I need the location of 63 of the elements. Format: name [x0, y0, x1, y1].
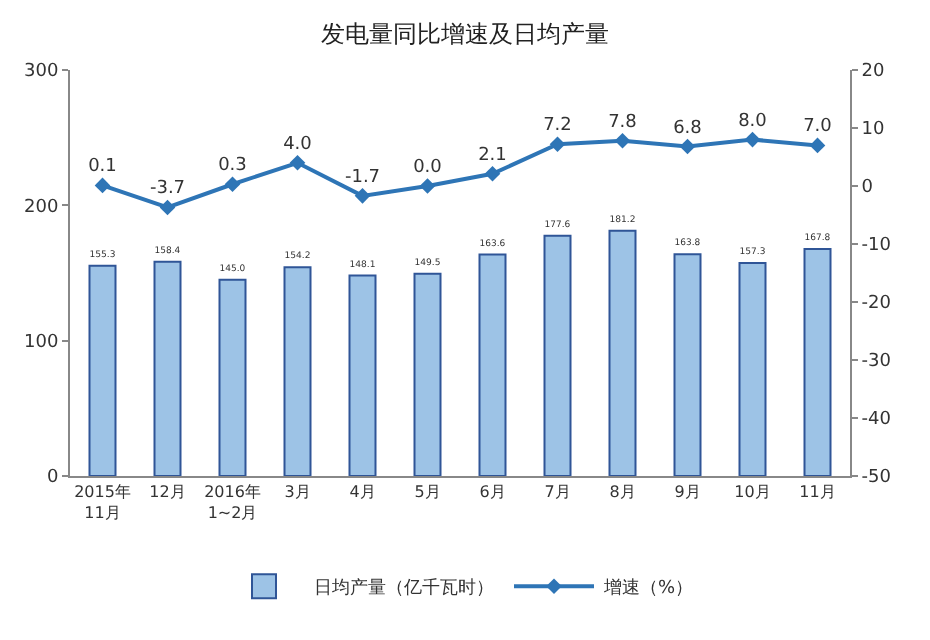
data-label: 6.8 — [673, 118, 703, 139]
y-tick-label: 300 — [24, 62, 59, 83]
data-label: 0.1 — [88, 157, 117, 178]
bar — [218, 278, 247, 476]
x-tick-label: 9月 — [674, 483, 701, 502]
x-tick-label: 2016年 1~2月 — [204, 483, 261, 522]
x-tick-label: 11月 — [799, 483, 836, 502]
bar — [283, 266, 312, 476]
data-label: 8.0 — [738, 111, 768, 132]
x-tick-label: 10月 — [734, 483, 771, 502]
y-tick-label: 100 — [24, 332, 59, 353]
y-tick-label: 0 — [46, 468, 59, 489]
point — [614, 132, 631, 149]
bar — [738, 262, 767, 476]
data-label: 7.0 — [803, 117, 833, 138]
point — [94, 177, 111, 194]
y2-tick-label: -50 — [861, 468, 892, 489]
point — [484, 166, 501, 182]
y2-tick-label: -10 — [861, 236, 892, 257]
point — [354, 188, 371, 204]
point — [744, 131, 761, 148]
point — [679, 138, 696, 155]
y2-tick-label: -20 — [861, 294, 892, 315]
point — [159, 199, 176, 216]
data-label: 7.8 — [608, 112, 638, 133]
data-label: 2.1 — [478, 145, 507, 166]
data-label: 4.0 — [283, 134, 313, 155]
bar — [478, 253, 507, 476]
x-tick-label: 4月 — [349, 483, 376, 502]
data-label: -1.7 — [344, 167, 381, 188]
bar — [608, 229, 637, 476]
bar — [88, 264, 117, 476]
chart-title: 发电量同比增速及日均产量 — [321, 20, 609, 49]
data-label: 0.0 — [413, 158, 443, 178]
bar — [673, 253, 702, 476]
legend-label: 日均产量（亿千瓦时） — [314, 577, 494, 600]
point — [224, 176, 241, 193]
bar — [543, 234, 572, 476]
data-label: -3.7 — [149, 179, 186, 200]
bar — [348, 274, 377, 476]
bar — [413, 272, 442, 476]
x-tick-label: 12月 — [149, 483, 186, 502]
x-tick-label: 8月 — [609, 483, 636, 502]
point — [419, 178, 436, 194]
x-tick-label: 3月 — [284, 483, 311, 502]
y2-tick-label: -40 — [861, 410, 892, 431]
y2-tick-label: 20 — [861, 62, 886, 83]
point — [549, 136, 566, 153]
x-tick-label: 2015年 11月 — [74, 483, 131, 522]
x-tick-label: 5月 — [414, 483, 441, 502]
x-tick-label: 6月 — [479, 483, 506, 502]
point — [289, 155, 306, 171]
data-label: 0.3 — [218, 156, 247, 177]
y2-tick-label: 10 — [861, 120, 886, 141]
y-tick-label: 200 — [24, 197, 59, 218]
bar — [153, 260, 182, 476]
legend-label: 增速（%） — [602, 577, 694, 600]
x-tick-label: 7月 — [544, 483, 571, 502]
bar — [803, 247, 832, 476]
y2-tick-label: 0 — [861, 178, 874, 199]
data-label: 7.2 — [543, 116, 572, 137]
point — [809, 137, 826, 154]
y2-tick-label: -30 — [861, 352, 892, 373]
